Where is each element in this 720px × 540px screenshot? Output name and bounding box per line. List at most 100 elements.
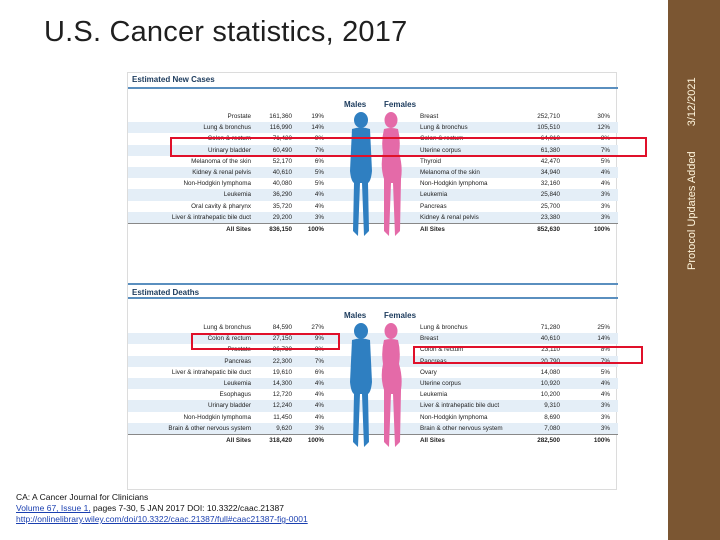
female-percent: 3% <box>600 424 610 432</box>
female-count: 9,310 <box>544 402 560 410</box>
female-site: Liver & intrahepatic bile duct <box>420 402 500 410</box>
highlight-new-cases-colon <box>170 137 647 157</box>
male-percent: 100% <box>307 225 324 233</box>
female-count: 10,200 <box>540 391 560 399</box>
citation-journal: CA: A Cancer Journal for Clinicians <box>16 492 149 502</box>
female-percent: 12% <box>597 124 610 132</box>
male-count: 12,720 <box>272 391 292 399</box>
sidebar-label: Protocol Updates Added <box>686 151 698 270</box>
new-cases-females-label: Females <box>384 100 417 109</box>
female-site: Colon & rectum <box>420 346 464 354</box>
male-count: 60,490 <box>272 146 292 154</box>
female-site: Leukemia <box>420 191 448 199</box>
male-count: 40,080 <box>272 180 292 188</box>
female-count: 23,380 <box>540 213 560 221</box>
female-count: 20,790 <box>540 357 560 365</box>
table-row: Prostate 161,360 19% Breast 252,710 30% <box>128 111 618 122</box>
male-percent: 7% <box>314 146 324 154</box>
female-count: 10,920 <box>540 379 560 387</box>
table-row: Kidney & renal pelvis 40,610 5% Melanoma of… <box>128 166 618 179</box>
female-percent: 5% <box>600 157 610 165</box>
female-site: Pancreas <box>420 357 447 365</box>
female-site: Uterine corpus <box>420 379 461 387</box>
female-percent: 7% <box>600 357 610 365</box>
male-site: Leukemia <box>223 191 251 199</box>
female-count: 8,690 <box>544 413 560 421</box>
male-percent: 5% <box>314 180 324 188</box>
table-row: Non-Hodgkin lymphoma 11,450 4% Non-Hodgkin … <box>128 412 618 423</box>
male-count: 836,150 <box>269 225 292 233</box>
table-row: Leukemia 36,290 4% Leukemia 25,840 3% <box>128 189 618 201</box>
male-site: Liver & intrahepatic bile duct <box>171 213 251 221</box>
male-site: Kidney & renal pelvis <box>192 168 251 176</box>
table-row: Esophagus 12,720 4% Leukemia 10,200 4% <box>128 389 618 400</box>
female-site: Breast <box>420 113 439 120</box>
male-count: 11,450 <box>273 413 292 421</box>
female-percent: 4% <box>600 379 610 387</box>
female-percent: 4% <box>600 391 610 399</box>
table-row: Leukemia 14,300 4% Uterine corpus 10,920 4% <box>128 377 618 390</box>
female-percent: 30% <box>597 113 610 120</box>
male-site: Non-Hodgkin lymphoma <box>183 180 251 188</box>
female-site: All Sites <box>420 225 445 233</box>
female-site: Breast <box>420 335 439 343</box>
male-percent: 6% <box>314 368 324 376</box>
table-row: Liver & intrahepatic bile duct 19,610 6% Ov… <box>128 367 618 378</box>
female-site: Kidney & renal pelvis <box>420 213 479 221</box>
female-figure-icon <box>381 323 402 447</box>
female-percent: 3% <box>600 213 610 221</box>
male-percent: 19% <box>311 113 324 120</box>
male-site: Pancreas <box>224 357 251 365</box>
female-figure-icon <box>381 112 402 236</box>
female-count: 42,470 <box>540 157 560 165</box>
female-percent: 3% <box>600 402 610 410</box>
female-percent: 100% <box>593 225 610 233</box>
male-site: Melanoma of the skin <box>191 157 251 165</box>
table-row: Brain & other nervous system 9,620 3% Brain… <box>128 422 618 434</box>
male-count: 19,610 <box>272 368 292 376</box>
deaths-males-label: Males <box>344 311 367 320</box>
female-count: 14,080 <box>540 368 560 376</box>
female-site: Ovary <box>420 368 437 376</box>
male-count: 12,240 <box>272 402 292 410</box>
male-percent: 4% <box>314 413 324 421</box>
male-site: Leukemia <box>223 379 251 387</box>
male-figure-icon <box>350 112 372 236</box>
citation-volume-link[interactable]: Volume 67, Issue 1, <box>16 503 91 513</box>
female-percent: 5% <box>600 368 610 376</box>
male-percent: 6% <box>314 157 324 165</box>
table-row: Oral cavity & pharynx 35,720 4% Pancreas 25,… <box>128 201 618 212</box>
male-percent: 100% <box>307 436 324 444</box>
new-cases-males-label: Males <box>344 100 367 109</box>
citation: CA: A Cancer Journal for Clinicians Volu… <box>16 492 308 525</box>
female-count: 105,510 <box>537 124 560 132</box>
citation-pages: pages 7-30, 5 JAN 2017 DOI: 10.3322/caac… <box>90 503 284 513</box>
male-percent: 4% <box>314 402 324 410</box>
female-percent: 25% <box>597 324 610 331</box>
table-row: Liver & intrahepatic bile duct 29,200 3% Ki… <box>128 211 618 223</box>
deaths-total-row: All Sites 318,420 100% All Sites 282,500 100% <box>128 433 618 445</box>
deaths-females-label: Females <box>384 311 417 320</box>
table-row: Urinary bladder 60,490 7% Uterine corpus 61,… <box>128 144 618 156</box>
male-count: 52,170 <box>272 157 292 165</box>
male-site: All Sites <box>226 225 251 233</box>
female-count: 61,380 <box>540 146 560 154</box>
male-percent: 4% <box>314 191 324 199</box>
deaths-table: Lung & bronchus 84,590 27% Lung & bronchus 7… <box>128 322 618 445</box>
male-count: 84,590 <box>272 324 292 331</box>
female-site: Lung & bronchus <box>420 124 468 132</box>
female-percent: 100% <box>593 436 610 444</box>
sidebar-band: Protocol Updates Added 3/12/2021 <box>668 0 720 540</box>
male-count: 40,610 <box>272 168 292 176</box>
male-site: Colon & rectum <box>207 335 251 343</box>
female-percent: 3% <box>600 202 610 210</box>
female-percent: 4% <box>600 168 610 176</box>
male-site: Non-Hodgkin lymphoma <box>183 413 251 421</box>
female-count: 282,500 <box>537 436 560 444</box>
silhouettes-deaths <box>350 323 402 447</box>
male-count: 161,360 <box>269 113 292 120</box>
female-count: 40,610 <box>540 335 560 343</box>
citation-url-link[interactable]: http://onlinelibrary.wiley.com/doi/10.33… <box>16 514 308 524</box>
male-count: 14,300 <box>272 379 292 387</box>
male-site: Prostate <box>227 113 251 120</box>
